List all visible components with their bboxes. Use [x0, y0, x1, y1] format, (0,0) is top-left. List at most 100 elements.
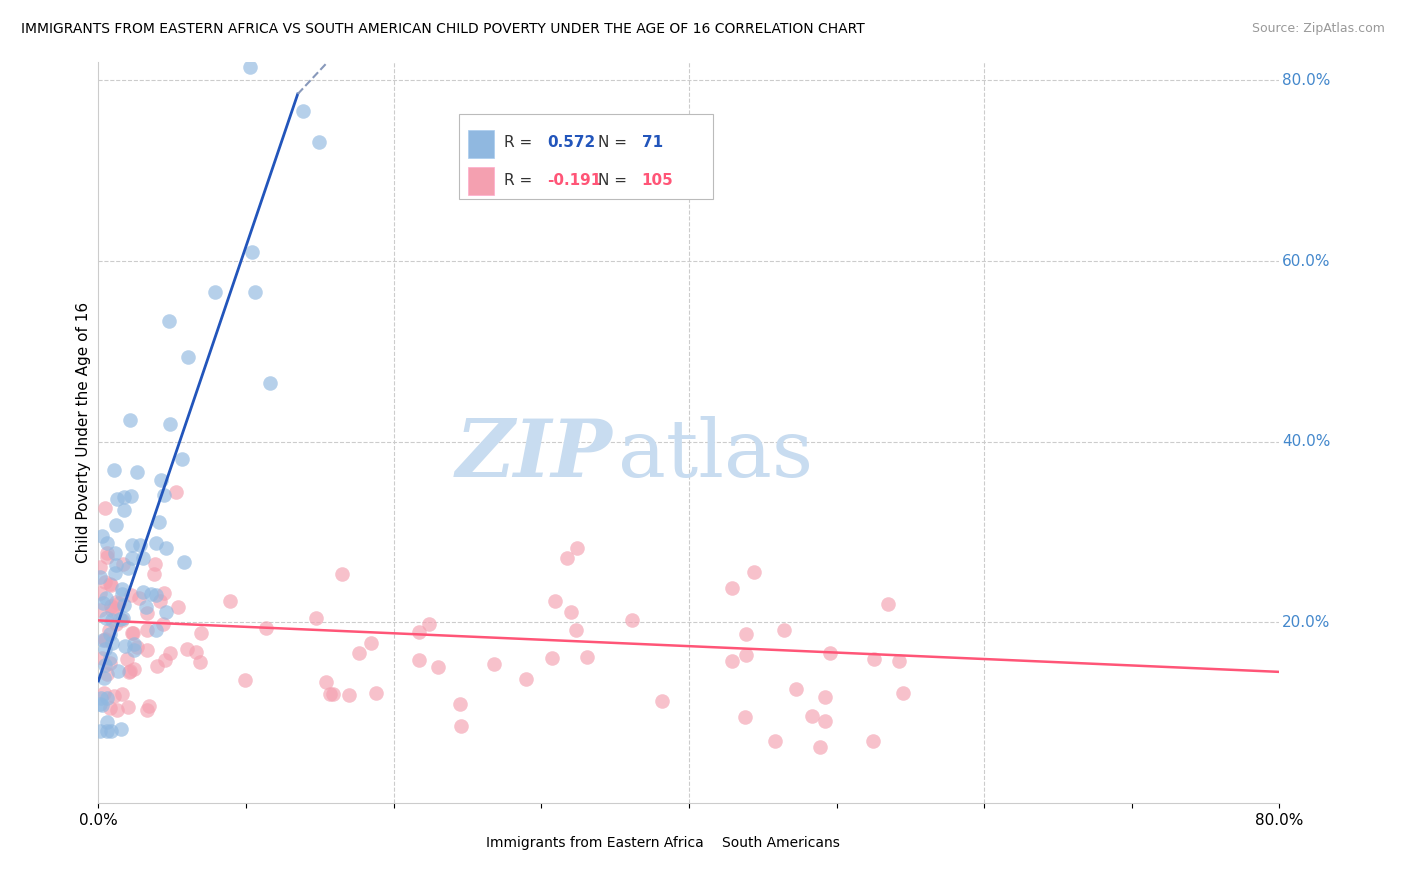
- Point: [564, 623, 586, 637]
- Point: [891, 686, 914, 700]
- Point: [117, 652, 139, 666]
- Point: [184, 645, 207, 659]
- Point: [418, 616, 440, 631]
- Point: [90, 529, 112, 543]
- Point: [118, 665, 141, 680]
- Point: [565, 541, 588, 555]
- Point: [111, 613, 134, 627]
- Point: [408, 624, 430, 639]
- Point: [96, 690, 118, 705]
- Point: [111, 611, 134, 625]
- Point: [128, 591, 150, 606]
- Point: [101, 603, 124, 617]
- Point: [734, 627, 756, 641]
- Point: [96, 546, 118, 560]
- Point: [103, 601, 125, 615]
- Text: 60.0%: 60.0%: [1282, 253, 1330, 268]
- Point: [100, 627, 122, 641]
- Point: [117, 561, 139, 575]
- Point: [159, 646, 181, 660]
- Point: [108, 612, 131, 626]
- Point: [142, 567, 165, 582]
- Text: 105: 105: [641, 173, 673, 188]
- Point: [105, 518, 128, 533]
- Point: [292, 104, 315, 119]
- Point: [165, 484, 187, 499]
- Point: [120, 588, 142, 602]
- Point: [157, 314, 180, 328]
- Point: [89, 723, 111, 738]
- Point: [153, 586, 176, 600]
- Point: [818, 646, 841, 660]
- Point: [122, 662, 145, 676]
- Point: [111, 687, 134, 701]
- Point: [876, 597, 898, 611]
- Point: [763, 733, 786, 747]
- Point: [177, 350, 200, 364]
- Point: [145, 536, 167, 550]
- Text: 20.0%: 20.0%: [1282, 615, 1330, 630]
- Point: [132, 585, 155, 599]
- Point: [105, 616, 128, 631]
- Point: [89, 698, 111, 712]
- Point: [155, 605, 177, 619]
- Point: [89, 560, 111, 574]
- Point: [104, 546, 127, 560]
- FancyBboxPatch shape: [468, 129, 494, 158]
- Point: [308, 136, 330, 150]
- Point: [94, 642, 117, 657]
- Point: [125, 640, 148, 654]
- FancyBboxPatch shape: [683, 832, 716, 855]
- Point: [159, 417, 181, 431]
- Point: [167, 600, 190, 615]
- Point: [322, 687, 344, 701]
- Point: [742, 565, 765, 579]
- Point: [887, 655, 910, 669]
- Point: [862, 733, 884, 747]
- Point: [800, 708, 823, 723]
- Point: [98, 624, 121, 638]
- Point: [96, 550, 118, 565]
- Point: [136, 643, 159, 657]
- Point: [173, 556, 195, 570]
- Point: [114, 639, 136, 653]
- Point: [304, 610, 326, 624]
- Point: [107, 664, 129, 678]
- Point: [721, 582, 744, 596]
- Point: [347, 646, 370, 660]
- Text: -0.191: -0.191: [547, 173, 602, 188]
- Point: [734, 710, 756, 724]
- Point: [145, 588, 167, 602]
- Point: [98, 651, 121, 665]
- Point: [149, 594, 172, 608]
- Point: [98, 656, 121, 670]
- Point: [188, 655, 211, 669]
- Point: [96, 714, 118, 729]
- Point: [96, 723, 118, 738]
- Point: [176, 641, 198, 656]
- Point: [93, 657, 115, 672]
- Point: [808, 739, 831, 754]
- Point: [101, 635, 124, 649]
- Point: [240, 245, 263, 260]
- Point: [863, 651, 886, 665]
- Point: [98, 576, 121, 591]
- Point: [143, 558, 166, 572]
- Point: [152, 488, 174, 502]
- Point: [364, 686, 387, 700]
- Point: [814, 690, 837, 705]
- Point: [541, 651, 564, 665]
- Point: [170, 452, 193, 467]
- Point: [337, 688, 360, 702]
- Point: [90, 651, 112, 665]
- Point: [124, 642, 146, 657]
- Point: [94, 632, 117, 646]
- Point: [103, 463, 125, 477]
- Text: 71: 71: [641, 136, 662, 151]
- Point: [89, 570, 111, 584]
- Point: [136, 703, 159, 717]
- Point: [111, 557, 134, 571]
- Point: [544, 593, 567, 607]
- Point: [360, 636, 382, 650]
- Point: [105, 595, 128, 609]
